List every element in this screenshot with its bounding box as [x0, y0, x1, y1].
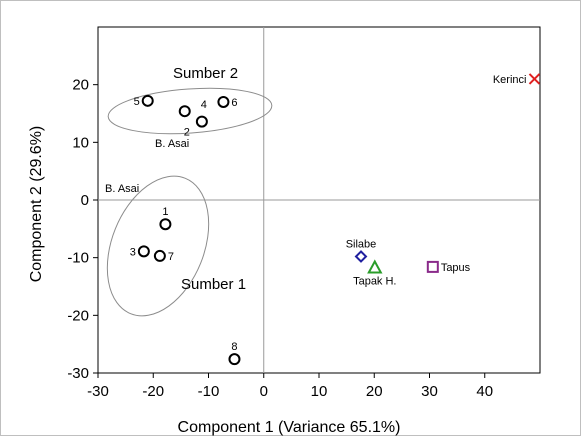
x-tick-label: -30: [87, 383, 109, 400]
point-label-5: 5: [134, 96, 140, 108]
point-label-silabe: Silabe: [346, 239, 377, 251]
point-8: [228, 353, 241, 366]
data-points: [137, 73, 541, 366]
y-tick-label: -20: [67, 307, 89, 324]
x-tick-label: 10: [311, 383, 328, 400]
point-6: [217, 95, 230, 108]
x-tick-label: 40: [476, 383, 493, 400]
y-tick-label: 10: [72, 134, 89, 151]
point-3: [137, 245, 150, 258]
point-kerinci: [528, 73, 541, 85]
x-tick-label: -20: [142, 383, 164, 400]
x-tick-label: -10: [198, 383, 220, 400]
point-label-6: 6: [231, 97, 237, 109]
point-label-8: 8: [231, 341, 237, 353]
y-axis-ticks: -30 -20 -10 0 10 20: [67, 77, 98, 382]
x-axis-title: Component 1 (Variance 65.1%): [178, 419, 401, 436]
ellipse-sumber-1: [106, 175, 210, 317]
group-label-sumber-2: Sumber 2: [173, 65, 238, 82]
point-label-7: 7: [168, 251, 174, 263]
y-tick-label: 20: [72, 77, 89, 94]
y-tick-label: -10: [67, 250, 89, 267]
point-label-2: 2: [184, 127, 190, 139]
point-2: [195, 115, 208, 128]
point-1: [159, 218, 172, 231]
x-tick-label: 20: [366, 383, 383, 400]
x-tick-label: 30: [421, 383, 438, 400]
group-ellipses: [106, 87, 273, 317]
point-silabe: [354, 250, 368, 263]
group-label-sumber-1: Sumber 1: [181, 276, 246, 293]
point-tapak-h: [367, 259, 383, 274]
ellipse-sumber-2: [107, 87, 273, 135]
x-axis-ticks: -30 -20 -10 0 10 20 30 40: [87, 373, 493, 400]
point-label-kerinci: Kerinci: [493, 74, 527, 86]
point-5: [141, 94, 154, 107]
group-sublabel-sumber-2: B. Asai: [155, 138, 189, 150]
point-7: [153, 249, 166, 262]
group-labels: Sumber 2 B. Asai Sumber 1 B. Asai: [105, 65, 246, 293]
point-label-tapak-h: Tapak H.: [353, 275, 396, 287]
point-labels: 1 2 3 4 5 6 7 8 Silabe Tapak H. Tapus Kerinci: [130, 74, 527, 353]
point-label-4: 4: [201, 99, 207, 111]
y-tick-label: 0: [81, 192, 89, 209]
y-axis-title: Component 2 (29.6%): [28, 126, 45, 283]
point-label-tapus: Tapus: [441, 262, 471, 274]
point-tapus: [426, 260, 439, 273]
y-tick-label: -30: [67, 365, 89, 382]
zero-lines: [98, 27, 540, 373]
group-sublabel-sumber-1: B. Asai: [105, 183, 139, 195]
point-label-1: 1: [162, 206, 168, 218]
x-tick-label: 0: [260, 383, 268, 400]
point-label-3: 3: [130, 246, 136, 258]
point-4: [178, 105, 191, 118]
